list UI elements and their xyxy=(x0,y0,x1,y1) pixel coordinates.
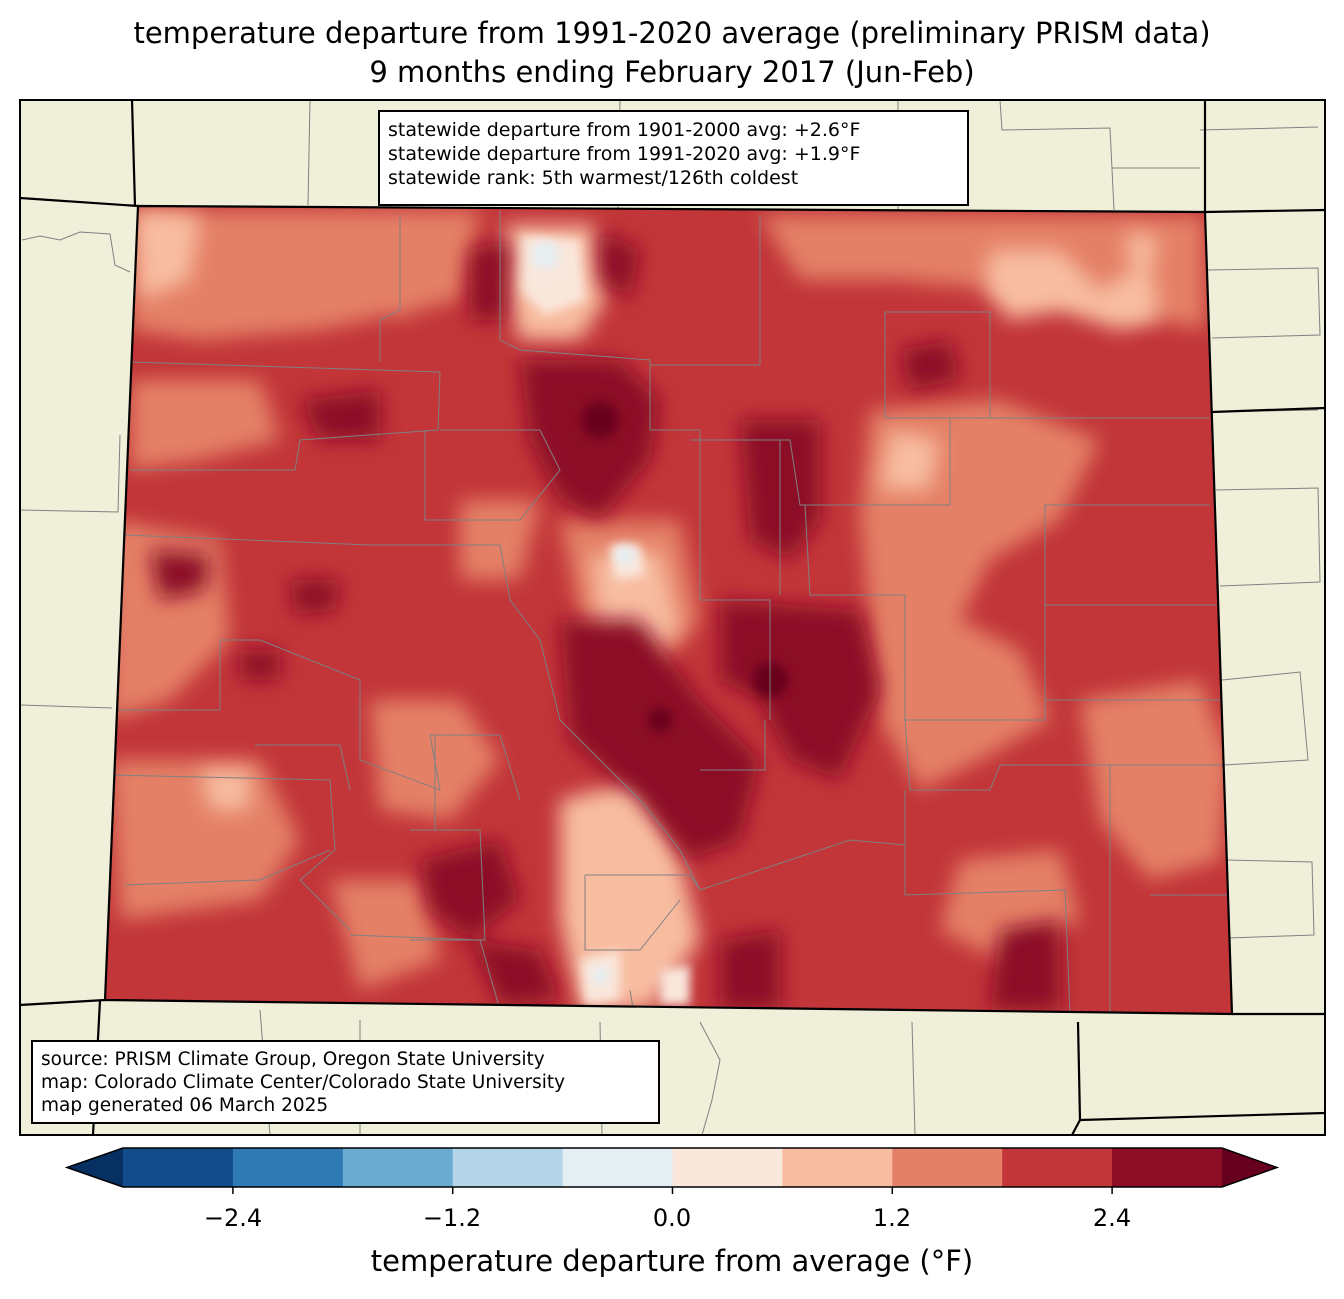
colorbar-tick-label: 2.4 xyxy=(1092,1204,1132,1232)
credits-box: source: PRISM Climate Group, Oregon Stat… xyxy=(31,1040,660,1124)
colorbar-bin xyxy=(452,1148,564,1187)
colorbar-bin xyxy=(782,1148,893,1187)
colorbar-tick-label: −2.4 xyxy=(203,1204,263,1232)
colorbar-bin xyxy=(1002,1148,1113,1187)
map-frame xyxy=(19,99,1326,1136)
credit-generated: map generated 06 March 2025 xyxy=(41,1095,329,1116)
map-subtitle: 9 months ending February 2017 (Jun-Feb) xyxy=(369,55,975,89)
stat-rank: statewide rank: 5th warmest/126th coldes… xyxy=(388,167,799,189)
statewide-stats-box: statewide departure from 1901-2000 avg: … xyxy=(378,110,969,206)
colorbar-bin xyxy=(1112,1148,1223,1187)
colorbar-tick-label: 1.2 xyxy=(872,1204,912,1232)
colorbar-bin xyxy=(232,1148,344,1187)
colorbar-bin xyxy=(562,1148,673,1187)
stat-1991-2020: statewide departure from 1991-2020 avg: … xyxy=(388,143,861,165)
credit-map: map: Colorado Climate Center/Colorado St… xyxy=(41,1072,566,1093)
colorbar-bin xyxy=(672,1148,783,1187)
colorbar-outline xyxy=(64,1147,1280,1188)
credit-source: source: PRISM Climate Group, Oregon Stat… xyxy=(41,1049,545,1070)
colorbar-extend-high xyxy=(1222,1148,1277,1187)
stat-1901-2000: statewide departure from 1901-2000 avg: … xyxy=(388,119,861,141)
colorbar-bin xyxy=(892,1148,1003,1187)
colorado-county-lines xyxy=(109,210,1230,1014)
temperature-departure-field xyxy=(105,206,1232,1014)
colorbar-tick-label: −1.2 xyxy=(422,1204,482,1232)
colorbar-tick-label: 0.0 xyxy=(652,1204,692,1232)
colorbar-extend-low xyxy=(67,1148,123,1187)
colorbar-bin xyxy=(123,1148,234,1187)
colorbar-label: temperature departure from average (°F) xyxy=(370,1244,974,1278)
map-title: temperature departure from 1991-2020 ave… xyxy=(133,16,1211,50)
state-boundaries xyxy=(19,99,1326,1136)
colorbar-bin xyxy=(342,1148,454,1187)
colorbar xyxy=(64,1147,1280,1194)
